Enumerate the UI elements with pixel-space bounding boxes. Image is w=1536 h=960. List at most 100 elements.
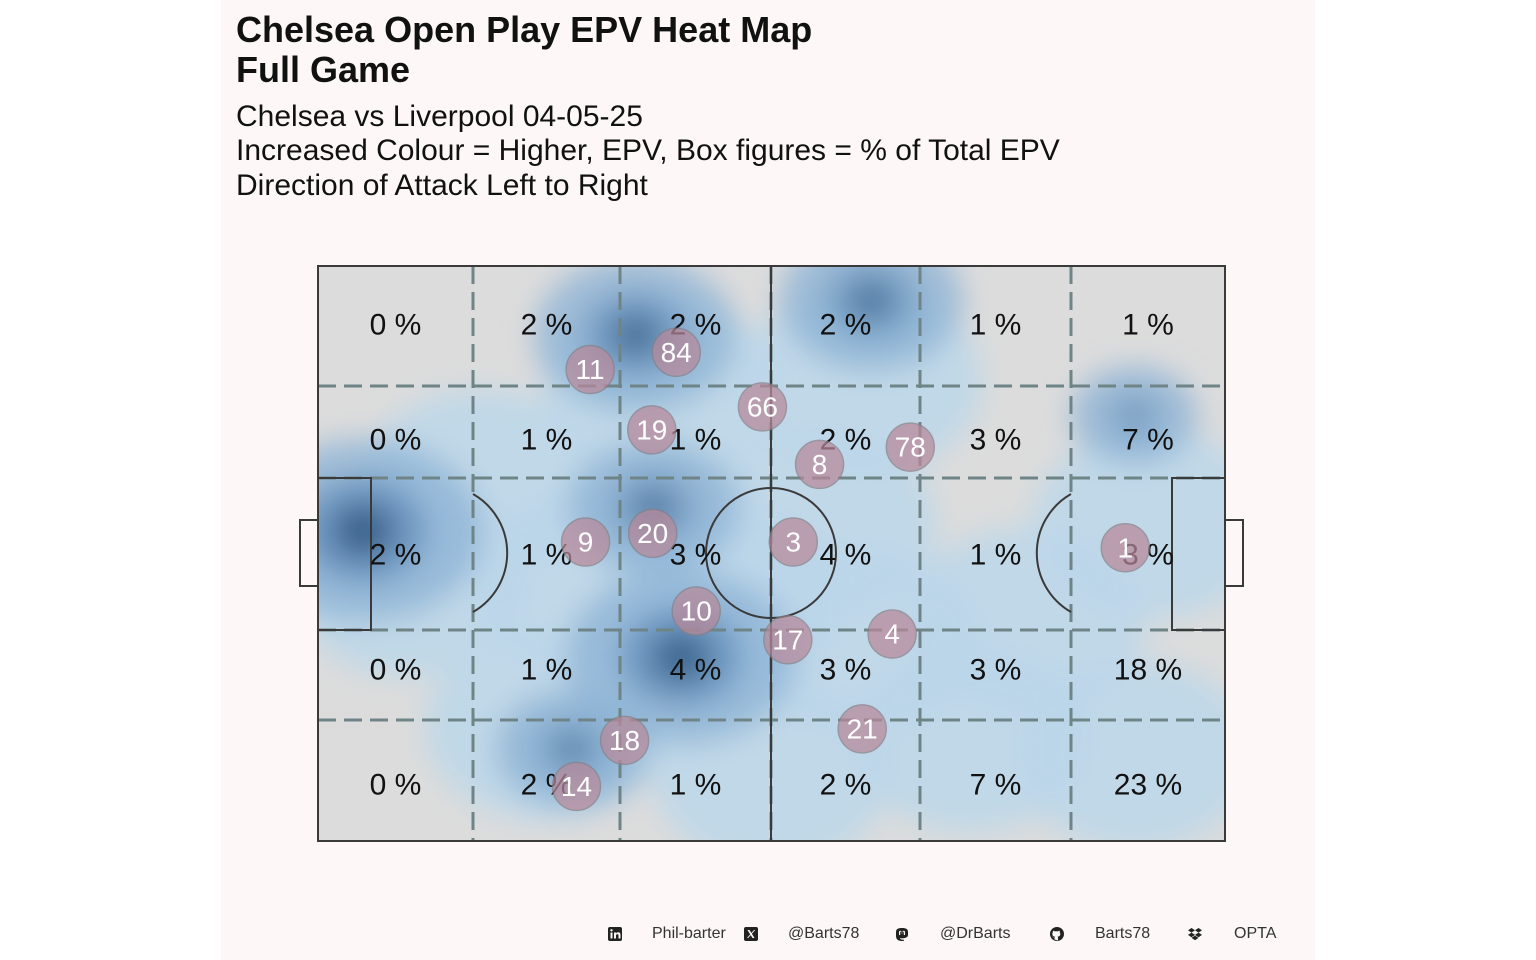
player-number: 17	[772, 624, 803, 655]
zone-percent-label: 2 %	[820, 769, 872, 802]
player-number: 11	[576, 354, 605, 385]
player-marker: 66	[737, 382, 788, 432]
player-circle	[651, 327, 702, 377]
player-number: 3	[785, 527, 801, 558]
zone-labels: 0 % 2 % 2 % 2 % 1 % 1 %0 % 1 % 1 % 2 % 3 % 7 %2 % 1…	[370, 309, 1183, 802]
zone-percent-label: 2 %	[820, 309, 872, 342]
zone-percent-label: 0 %	[370, 654, 422, 687]
left-penalty-arc	[472, 493, 509, 613]
zone-percent-label: 7 %	[970, 769, 1022, 802]
player-circle	[737, 382, 788, 432]
player-number: 78	[895, 432, 926, 463]
data-source-label: OPTA	[1234, 925, 1277, 942]
chart-subtitle-legend-note: Increased Colour = Higher, EPV, Box figu…	[236, 134, 1060, 167]
player-number: 18	[609, 725, 640, 756]
player-number: 84	[661, 337, 692, 368]
zone-percent-label: 7 %	[1122, 424, 1174, 457]
player-marker: 14	[551, 761, 602, 812]
heat-blob	[1014, 659, 1225, 841]
player-marker: 4	[867, 609, 917, 659]
zone-percent-label: 1 %	[521, 424, 573, 457]
player-number: 14	[561, 771, 592, 802]
player-number: 20	[637, 518, 668, 549]
zone-percent-label: 1 %	[970, 539, 1022, 572]
player-marker: 78	[885, 422, 936, 472]
player-marker: 20	[627, 508, 678, 559]
heat-hotspot-peak	[849, 280, 894, 321]
heat-hotspot-peak	[1120, 403, 1149, 428]
right-goal	[1224, 519, 1244, 587]
player-marker: 10	[671, 586, 721, 636]
pitch-markings	[299, 265, 1244, 842]
chart-subtitle-match: Chelsea vs Liverpool 04-05-25	[236, 100, 643, 133]
player-circle	[565, 344, 615, 395]
player-circle	[867, 609, 917, 659]
player-number: 10	[681, 596, 712, 627]
heat-hotspot-peak	[651, 631, 710, 683]
github-icon[interactable]	[1049, 926, 1065, 942]
player-number: 19	[636, 414, 667, 445]
chart-title-line2: Full Game	[236, 49, 411, 90]
zone-percent-label: 23 %	[1114, 769, 1182, 802]
heat-hotspot-peak	[332, 503, 394, 558]
zone-percent-label: 1 %	[670, 769, 722, 802]
player-circle	[794, 439, 845, 490]
player-number: 21	[847, 713, 878, 744]
player-marker: 11	[565, 344, 615, 395]
player-marker: 19	[627, 405, 677, 455]
linkedin-handle[interactable]: Phil-barter	[652, 925, 726, 942]
player-circle	[1100, 523, 1150, 573]
zone-percent-label: 1 %	[670, 424, 722, 457]
zone-percent-label: 1 %	[970, 309, 1022, 342]
player-number: 66	[747, 391, 778, 422]
mastodon-icon[interactable]	[894, 926, 910, 942]
centre-circle	[705, 487, 837, 619]
player-marker: 17	[763, 615, 813, 665]
player-circle	[627, 405, 677, 455]
player-circle	[627, 508, 678, 559]
zone-percent-label: 3 %	[970, 424, 1022, 457]
zone-percent-label: 0 %	[370, 769, 422, 802]
right-penalty-arc	[1035, 493, 1072, 613]
left-goal	[299, 519, 319, 587]
zone-percent-label: 1 %	[521, 654, 573, 687]
zone-percent-label: 0 %	[370, 309, 422, 342]
dropbox-icon	[1187, 926, 1203, 942]
linkedin-icon[interactable]	[607, 926, 623, 942]
player-marker: 84	[651, 327, 702, 377]
player-number: 1	[1117, 532, 1133, 563]
player-number: 8	[812, 449, 828, 480]
player-number: 9	[578, 527, 594, 558]
zone-percent-label: 18 %	[1114, 654, 1182, 687]
chart-title: Chelsea Open Play EPV Heat Map	[236, 9, 813, 50]
heat-hotspot-peak	[553, 733, 590, 765]
zone-percent-label: 0 %	[370, 424, 422, 457]
player-marker: 3	[768, 517, 819, 567]
zone-percent-label: 1 %	[1122, 309, 1174, 342]
zone-percent-label: 3 %	[970, 654, 1022, 687]
zone-percent-label: 2 %	[521, 309, 573, 342]
zone-percent-label: 3 %	[820, 654, 872, 687]
player-circle	[885, 422, 936, 472]
player-circle	[551, 761, 602, 812]
player-circle	[560, 517, 611, 567]
github-handle[interactable]: Barts78	[1095, 925, 1151, 942]
mastodon-handle[interactable]: @DrBarts	[940, 925, 1011, 942]
player-circle	[599, 715, 650, 766]
zone-percent-label: 4 %	[670, 654, 722, 687]
player-number: 4	[884, 619, 900, 650]
player-marker: 18	[599, 715, 650, 766]
x-handle[interactable]: @Barts78	[788, 925, 860, 942]
player-circle	[671, 586, 721, 636]
player-marker: 8	[794, 439, 845, 490]
chart-subtitle-direction: Direction of Attack Left to Right	[236, 169, 648, 202]
player-marker: 21	[837, 704, 887, 754]
player-marker: 1	[1100, 523, 1150, 573]
player-circle	[763, 615, 813, 665]
x-twitter-icon[interactable]	[743, 926, 759, 942]
zone-percent-label: 4 %	[820, 539, 872, 572]
player-marker: 9	[560, 517, 611, 567]
zone-percent-label: 2 %	[370, 539, 422, 572]
